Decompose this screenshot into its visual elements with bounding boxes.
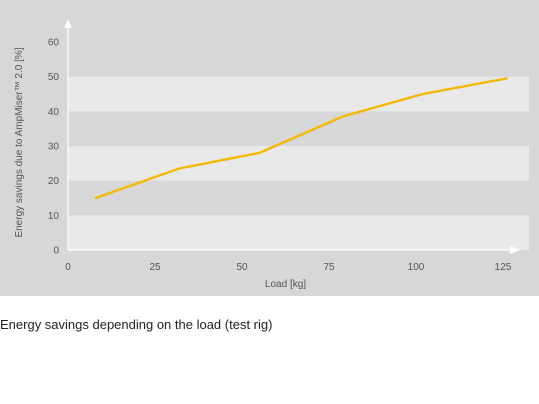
y-tick-label: 50 [48,72,60,83]
x-axis-arrow [510,246,520,254]
y-axis-label: Energy savings due to AmpMiser™ 2.0 [%] [14,47,25,237]
x-tick-label: 25 [149,262,161,273]
chart-panel: 0 10 20 30 40 50 60 0 25 50 75 100 125 Load [kg] En… [0,0,539,296]
y-tick-label: 60 [48,38,60,49]
grid-band [68,180,529,216]
x-tick-label: 50 [236,262,248,273]
y-tick-label: 30 [48,142,60,153]
axes [64,19,520,254]
chart-caption: Energy savings depending on the load (te… [0,317,273,332]
grid-band [68,146,529,181]
x-tick-label: 75 [323,262,335,273]
line-chart: 0 10 20 30 40 50 60 0 25 50 75 100 125 Load [kg] En… [14,19,529,290]
y-tick-label: 10 [48,211,60,222]
x-tick-label: 125 [495,262,512,273]
x-tick-label: 0 [65,262,71,273]
grid-band [68,111,529,146]
y-tick-label: 40 [48,107,60,118]
grid-band [68,215,529,250]
y-axis-arrow [64,19,72,28]
grid-band [68,76,529,112]
y-tick-labels: 0 10 20 30 40 50 60 [48,38,60,257]
grid-band [68,31,529,42]
y-tick-label: 20 [48,176,60,187]
x-axis-label: Load [kg] [265,279,306,290]
x-tick-labels: 0 25 50 75 100 125 [65,262,512,273]
series-lines [94,77,508,200]
series-line [94,77,508,200]
grid-band [68,42,529,77]
y-tick-label: 0 [53,246,59,257]
x-tick-label: 100 [408,262,425,273]
grid-bands [68,31,529,250]
